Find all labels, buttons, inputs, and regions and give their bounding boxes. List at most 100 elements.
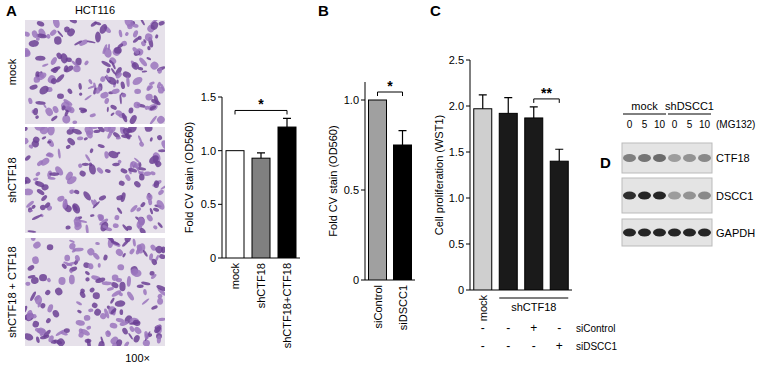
x-tick-label: siDSCC1 (397, 285, 409, 330)
cell (133, 325, 143, 335)
micrograph (25, 238, 165, 346)
cell (149, 81, 156, 86)
cell (106, 329, 112, 336)
micrograph-label: shCTF18 + CTF18 (6, 246, 18, 337)
band (623, 154, 636, 162)
chart: 00.51.01.52.02.5Cell proliferation (WST1… (433, 54, 618, 353)
cell (115, 317, 124, 323)
cell (84, 315, 91, 321)
cell (39, 204, 46, 211)
cell (136, 206, 142, 212)
cell (153, 180, 159, 188)
cell (111, 274, 118, 281)
y-tick-label: 2.0 (449, 100, 464, 112)
cell (80, 288, 86, 294)
cell (114, 247, 124, 257)
blot: mock0510shDSCC10510(MG132)CTF18DSCC1GAPD… (622, 100, 755, 246)
treatment-label: (MG132) (716, 119, 755, 130)
significance-label: * (387, 78, 393, 94)
cell (33, 108, 39, 116)
y-axis (222, 97, 223, 258)
cell (46, 152, 54, 159)
condition-sign: + (556, 339, 563, 353)
cell (98, 194, 107, 201)
bar (525, 118, 543, 290)
cell (50, 115, 58, 122)
cell (38, 84, 51, 96)
y-tick (218, 97, 222, 98)
band (683, 192, 696, 200)
cell (36, 336, 41, 343)
cell (103, 254, 109, 261)
band (653, 154, 666, 162)
cell (90, 214, 95, 217)
cell (111, 46, 122, 57)
cell (97, 143, 105, 148)
cell (157, 298, 163, 305)
cell (46, 303, 54, 313)
cell (120, 168, 128, 175)
cell (111, 61, 117, 70)
band (653, 229, 666, 237)
cell (146, 57, 152, 61)
cell (35, 127, 45, 131)
band (623, 192, 636, 200)
cell (64, 64, 75, 73)
band (698, 154, 711, 162)
cell (106, 286, 114, 291)
cell (157, 222, 164, 229)
cell (31, 256, 39, 265)
y-axis-label: Cell proliferation (WST1) (433, 115, 445, 235)
cell (89, 148, 94, 154)
cell (63, 65, 68, 73)
cell (150, 98, 161, 106)
cell (25, 127, 28, 132)
error-bar (530, 107, 538, 118)
cell (143, 289, 147, 296)
cell (153, 325, 162, 334)
cell (47, 244, 54, 250)
cell (78, 170, 86, 178)
cell (129, 248, 136, 256)
cell (65, 57, 72, 62)
cell (138, 57, 148, 68)
cell (130, 61, 140, 71)
cell (52, 20, 61, 29)
condition-name: siControl (576, 323, 615, 334)
cell (140, 20, 146, 26)
bar (278, 127, 296, 258)
y-tick (466, 244, 470, 245)
cell (131, 75, 144, 86)
cell (34, 76, 41, 83)
blot-strip (622, 219, 712, 246)
condition-sign: - (506, 339, 510, 353)
cell (149, 137, 153, 142)
cell (27, 264, 36, 272)
cell (45, 33, 51, 39)
cell (28, 40, 39, 48)
cell (120, 81, 126, 89)
cell (131, 23, 139, 28)
micrograph-bg (25, 20, 165, 124)
cell (119, 94, 122, 104)
cell (38, 71, 45, 78)
cell (131, 46, 140, 55)
cell (137, 135, 143, 143)
y-tick (361, 280, 365, 281)
cell (33, 177, 39, 181)
y-tick-label: 0.5 (201, 198, 216, 210)
cell (32, 314, 37, 318)
bar (474, 109, 492, 290)
cell (29, 84, 38, 91)
cell (119, 282, 125, 291)
cell (78, 331, 85, 338)
cell (78, 92, 83, 97)
lane-label: 5 (642, 119, 648, 130)
y-tick-label: 0 (458, 284, 464, 296)
y-tick (466, 106, 470, 107)
cell (85, 277, 90, 281)
group-label: shCTF18 (511, 301, 556, 313)
micrograph-label: shCTF18 (6, 157, 18, 202)
cell (46, 153, 52, 157)
condition-sign: - (481, 339, 485, 353)
